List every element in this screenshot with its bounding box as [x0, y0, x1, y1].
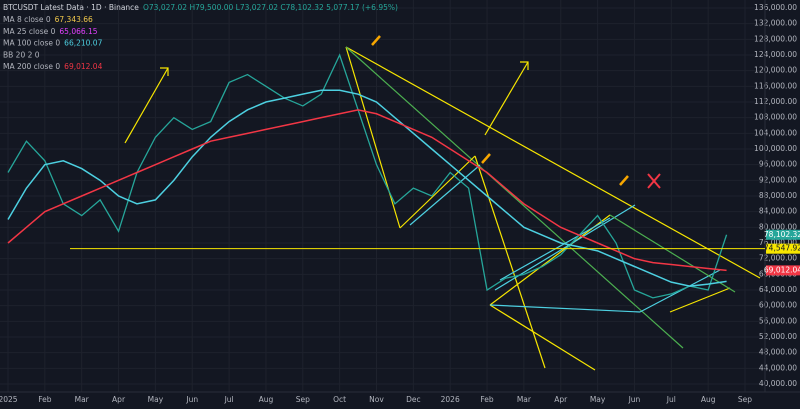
- y-tick-label: 72,000.00: [759, 254, 797, 263]
- y-tick-label: 84,000.00: [759, 207, 797, 216]
- x-tick-label: May: [590, 395, 606, 404]
- y-tick-label: 40,000.00: [759, 379, 797, 388]
- x-tick-label: Jul: [666, 395, 676, 404]
- y-tick-label: 136,000.00: [754, 3, 797, 12]
- y-tick-label: 96,000.00: [759, 160, 797, 169]
- price-label: 78,102.32: [764, 230, 800, 239]
- series-line: [7, 53, 728, 299]
- y-tick-label: 112,000.00: [754, 97, 797, 106]
- x-tick-label: Nov: [369, 395, 384, 404]
- price-label-box: [766, 243, 800, 254]
- y-tick-label: 48,000.00: [759, 348, 797, 357]
- price-label-box: [766, 265, 800, 276]
- price-label: 74,547.92: [764, 244, 800, 253]
- grid: [0, 0, 765, 392]
- y-tick-label: 100,000.00: [754, 144, 797, 153]
- legend-name: MA 8 close 0: [3, 15, 51, 24]
- x-tick-label: Oct: [333, 395, 346, 404]
- legend-value: 67,343.66: [55, 15, 93, 24]
- price-label: 69,012.04: [764, 265, 800, 274]
- x-tick-label: Apr: [554, 395, 568, 404]
- y-tick-label: 128,000.00: [754, 34, 797, 43]
- x-tick-label: Apr: [112, 395, 126, 404]
- y-tick-label: 44,000.00: [759, 363, 797, 372]
- legend-value: 66,210.07: [64, 39, 102, 48]
- ohlc: O73,027.02 H79,500.00 L73,027.02 C78,102…: [143, 3, 398, 12]
- y-tick-label: 108,000.00: [754, 113, 797, 122]
- series-line: [7, 109, 727, 272]
- legend-name: BB 20 2 0: [3, 50, 40, 59]
- y-tick-label: 56,000.00: [759, 316, 797, 325]
- x-tick-label: Jul: [224, 395, 234, 404]
- x-tick-label: Jun: [628, 395, 641, 404]
- legend-value: 65,066.15: [59, 27, 97, 36]
- x-tick-label: Aug: [259, 395, 274, 404]
- y-tick-label: 92,000.00: [759, 175, 797, 184]
- x-tick-label: 2026: [441, 395, 460, 404]
- legend-name: MA 100 close 0: [3, 39, 60, 48]
- legend-name: MA 25 close 0: [3, 27, 56, 36]
- legend-name: MA 200 close 0: [3, 62, 60, 71]
- x-tick-label: Dec: [406, 395, 421, 404]
- y-tick-label: 64,000.00: [759, 285, 797, 294]
- x-tick-label: Sep: [296, 395, 310, 404]
- y-tick-label: 124,000.00: [754, 50, 797, 59]
- legend-value: 69,012.04: [64, 62, 102, 71]
- y-tick-label: 116,000.00: [754, 81, 797, 90]
- y-tick-label: 104,000.00: [754, 128, 797, 137]
- y-tick-label: 120,000.00: [754, 66, 797, 75]
- x-tick-label: Aug: [701, 395, 716, 404]
- chart-title: BTCUSDT Latest Data · 1D · Binance: [3, 3, 139, 12]
- x-tick-label: Feb: [38, 395, 52, 404]
- y-tick-label: 76,000.00: [759, 238, 797, 247]
- series-line: [7, 89, 727, 287]
- y-tick-label: 60,000.00: [759, 301, 797, 310]
- y-tick-label: 52,000.00: [759, 332, 797, 341]
- x-tick-label: 2025: [0, 395, 18, 404]
- y-tick-label: 88,000.00: [759, 191, 797, 200]
- y-tick-label: 132,000.00: [754, 19, 797, 28]
- price-label-box: [766, 229, 800, 240]
- x-tick-label: Jun: [185, 395, 198, 404]
- x-tick-label: Mar: [517, 395, 532, 404]
- drawings: [124, 35, 761, 371]
- x-tick-label: Sep: [738, 395, 752, 404]
- x-tick-label: Mar: [75, 395, 90, 404]
- y-tick-label: 80,000.00: [759, 222, 797, 231]
- x-tick-label: May: [148, 395, 164, 404]
- x-tick-label: Feb: [480, 395, 494, 404]
